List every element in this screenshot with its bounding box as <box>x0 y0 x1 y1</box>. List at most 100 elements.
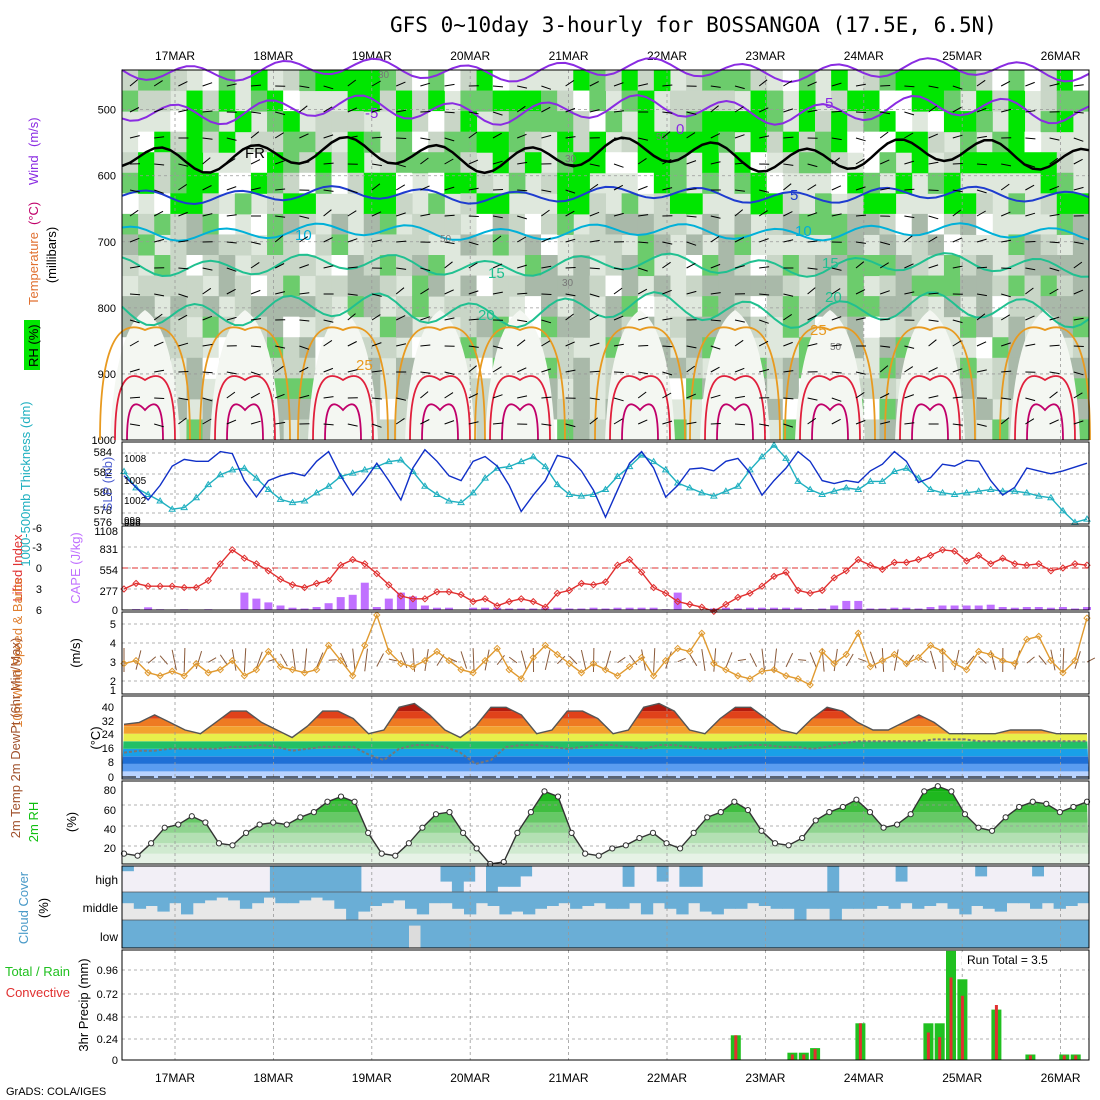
cape-bar <box>396 592 405 610</box>
rh-cell <box>395 111 413 133</box>
wind-barb <box>250 318 261 321</box>
wind-speed-point <box>240 672 249 680</box>
rh-cell <box>621 275 639 297</box>
wind-barb <box>226 158 236 165</box>
cloud-bar <box>688 892 701 904</box>
lifted-index-point <box>252 560 261 568</box>
wind-barb <box>928 161 939 165</box>
rh-cell <box>557 337 574 359</box>
wind-speed-point <box>252 665 261 674</box>
wind-barb <box>710 85 721 88</box>
thickness-point <box>577 492 586 499</box>
wind-barb <box>444 261 453 269</box>
wind-barb <box>904 188 915 191</box>
wind-barb <box>371 397 382 400</box>
wind-barb <box>395 184 406 191</box>
temperature-contour-label: 0 <box>676 121 684 138</box>
thickness-point <box>697 488 706 496</box>
cloud-bar <box>480 920 493 948</box>
cloud-bar <box>794 892 807 920</box>
rh2m-point <box>894 821 901 828</box>
cloud-bar <box>876 892 889 906</box>
cloud-bar <box>806 892 819 909</box>
warm-contour <box>474 326 566 441</box>
lifted-index-point <box>1071 560 1079 568</box>
wind-barb <box>1049 391 1058 399</box>
rh-cell <box>315 70 333 92</box>
thickness-point <box>216 470 225 478</box>
cloud-bar <box>440 866 453 882</box>
panel-frame <box>121 441 1090 525</box>
wind-barb <box>541 237 551 243</box>
wind-speed-point <box>505 665 513 674</box>
rh-cell <box>702 70 719 92</box>
rh-cell <box>815 111 832 133</box>
wind-barb <box>759 368 770 373</box>
wind-barb <box>396 240 407 243</box>
warm-contour <box>1026 403 1064 441</box>
rh-cell <box>879 357 897 379</box>
lifted-index-point <box>637 568 646 576</box>
cloud-bar <box>853 892 866 909</box>
wind-barb <box>855 186 866 191</box>
wind-barb <box>807 184 817 191</box>
wind-speed-point <box>493 644 501 653</box>
cloud-bar <box>216 892 229 898</box>
rh-cell <box>412 296 429 318</box>
rh-cell <box>122 90 139 112</box>
wind-barb <box>202 315 213 321</box>
wind-barb <box>952 265 963 269</box>
rh-cell <box>347 70 365 92</box>
rh-cell <box>605 234 623 256</box>
rh-cell <box>476 316 494 338</box>
bottom-date-axis: 17MAR 18MAR 19MAR 20MAR 21MAR 22MAR 23MAR 24MAR… <box>155 1071 1081 1085</box>
rh-cell <box>782 378 800 400</box>
date-tick-top: 18MAR <box>253 49 293 63</box>
wind-speed-line <box>123 612 1088 686</box>
rh2m-point <box>731 798 738 805</box>
temp-band <box>122 748 1089 757</box>
wind-speed-point <box>1035 632 1043 641</box>
cloud-bar <box>292 866 305 892</box>
rh-cell <box>428 275 445 297</box>
wind-barb <box>420 419 430 425</box>
rh-cell <box>847 193 864 215</box>
wind-barb <box>734 106 744 113</box>
temperature-contour-label: 10 <box>795 223 812 240</box>
rh-cell <box>234 193 252 215</box>
thickness-point <box>1034 492 1043 499</box>
wind-barb <box>299 105 308 113</box>
wind-barb <box>734 367 745 373</box>
rh-cell <box>412 111 429 133</box>
wind-barb <box>371 136 383 139</box>
rh-cell <box>766 398 784 420</box>
cloud-bar <box>1053 920 1066 948</box>
slp-tick: 1005 <box>124 476 147 487</box>
rh-cell <box>315 275 333 297</box>
wind-barb <box>904 366 914 373</box>
cloud-bar <box>766 920 780 948</box>
thickness-point <box>132 483 140 491</box>
wind-barb <box>395 417 405 425</box>
rh-cell <box>895 111 913 133</box>
wind-barb <box>569 655 578 665</box>
wind-barb <box>807 267 818 270</box>
thickness-point <box>878 477 887 484</box>
rh-band <box>122 832 1089 844</box>
wind-barb <box>662 371 673 376</box>
rh-cell <box>960 398 977 420</box>
rh-cell <box>992 90 1009 112</box>
rh-cell <box>460 172 478 194</box>
rh-cell <box>750 172 768 194</box>
wind-barb <box>171 649 177 671</box>
rh-cell <box>911 234 929 256</box>
dry-dome <box>795 310 865 440</box>
cloud-bar <box>393 892 406 901</box>
wind-barb <box>347 107 358 113</box>
wind-barb <box>807 212 818 217</box>
wind-barb <box>541 134 552 139</box>
cape-ylabel: CAPE (J/kg) <box>68 532 83 604</box>
rh-cell <box>766 172 784 194</box>
rh-cell <box>444 213 461 235</box>
